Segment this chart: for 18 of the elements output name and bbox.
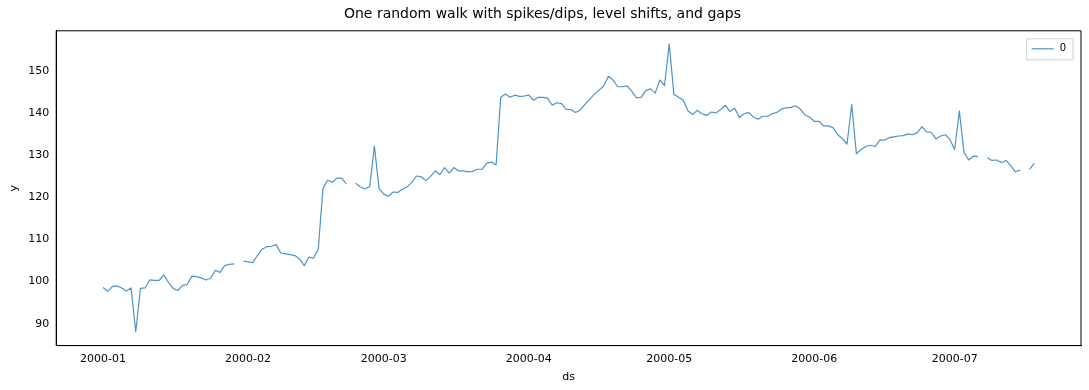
x-tick-label: 2000-05 [646, 352, 693, 366]
y-tick-label: 140 [28, 106, 50, 120]
y-tick-label: 100 [28, 274, 50, 288]
y-tick-label: 90 [35, 316, 50, 330]
x-tick-label: 2000-02 [225, 352, 272, 366]
x-tick-label: 2000-01 [80, 352, 126, 366]
y-axis-title: y [7, 184, 21, 192]
chart-title: One random walk with spikes/dips, level shifts, and gaps [343, 5, 742, 22]
x-tick-label: 2000-06 [791, 352, 838, 366]
x-tick-label: 2000-04 [505, 352, 552, 366]
x-tick-label: 2000-07 [931, 352, 978, 366]
legend-label: 0 [1059, 42, 1067, 54]
y-tick-label: 150 [28, 64, 50, 78]
y-tick-label: 120 [28, 190, 50, 204]
y-tick-label: 130 [28, 148, 50, 162]
x-tick-label: 2000-03 [360, 352, 407, 366]
x-axis-title: ds [562, 370, 576, 384]
y-tick-label: 110 [28, 232, 50, 246]
